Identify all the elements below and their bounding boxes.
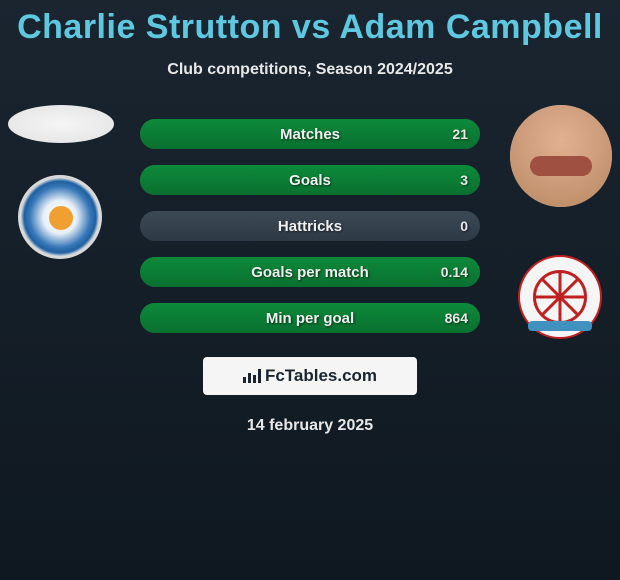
- date-text: 14 february 2025: [0, 417, 620, 435]
- stat-label: Goals per match: [251, 264, 369, 281]
- stat-bar: Goals 3: [140, 165, 480, 195]
- stat-bar: Matches 21: [140, 119, 480, 149]
- stat-value-right: 0.14: [441, 264, 468, 280]
- stats-area: Matches 21 Goals 3 Hattricks 0 Goals per match…: [0, 119, 620, 333]
- subtitle: Club competitions, Season 2024/2025: [0, 61, 620, 79]
- stat-label: Min per goal: [266, 310, 354, 327]
- stat-label: Matches: [280, 126, 340, 143]
- stat-bar: Hattricks 0: [140, 211, 480, 241]
- stat-bar: Min per goal 864: [140, 303, 480, 333]
- stat-label: Hattricks: [278, 218, 342, 235]
- bar-chart-icon: [243, 369, 261, 383]
- brand-box: FcTables.com: [203, 357, 417, 395]
- stat-bars: Matches 21 Goals 3 Hattricks 0 Goals per match…: [140, 119, 480, 333]
- page-title: Charlie Strutton vs Adam Campbell: [0, 0, 620, 47]
- stat-value-right: 21: [452, 126, 468, 142]
- club-badge-right: [518, 255, 602, 339]
- player-left-photo: [8, 105, 114, 143]
- stat-value-right: 864: [445, 310, 468, 326]
- stat-value-right: 3: [460, 172, 468, 188]
- stat-label: Goals: [289, 172, 331, 189]
- stat-value-right: 0: [460, 218, 468, 234]
- player-right-photo: [510, 105, 612, 207]
- club-badge-left: [18, 175, 102, 259]
- stat-bar: Goals per match 0.14: [140, 257, 480, 287]
- brand-text: FcTables.com: [265, 366, 377, 386]
